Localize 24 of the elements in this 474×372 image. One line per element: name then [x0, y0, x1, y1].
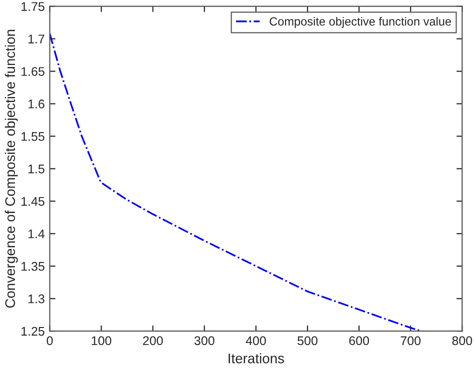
y-tick-label: 1.55 [22, 132, 44, 141]
x-tick-label: 600 [349, 336, 369, 346]
line-series [50, 32, 422, 332]
x-tick-label: 200 [143, 336, 163, 346]
x-tick-label: 800 [452, 336, 472, 346]
y-tick-label: 1.7 [28, 34, 44, 44]
y-tick-label: 1.5 [28, 164, 44, 174]
y-tick-label: 1.65 [22, 67, 44, 76]
x-tick-label: 300 [194, 336, 214, 346]
y-axis-title: Convergence of Composite objective function [4, 30, 18, 308]
y-tick-label: 1.75 [22, 2, 44, 11]
x-tick-label: 400 [246, 336, 266, 346]
y-tick-label: 1.35 [22, 262, 44, 271]
y-tick-label: 1.25 [22, 326, 44, 336]
legend-label: Composite objective function value [270, 16, 452, 28]
x-tick-label: 0 [46, 336, 53, 346]
y-tick-label: 1.6 [28, 100, 44, 108]
y-tick-label: 1.4 [28, 230, 45, 238]
x-axis-title: Iterations [228, 353, 284, 364]
x-tick-label: 700 [400, 336, 421, 346]
y-tick-label: 1.3 [28, 294, 44, 304]
y-tick-label: 1.45 [22, 197, 44, 206]
x-tick-label: 100 [92, 336, 112, 346]
x-tick-label: 500 [298, 336, 318, 346]
